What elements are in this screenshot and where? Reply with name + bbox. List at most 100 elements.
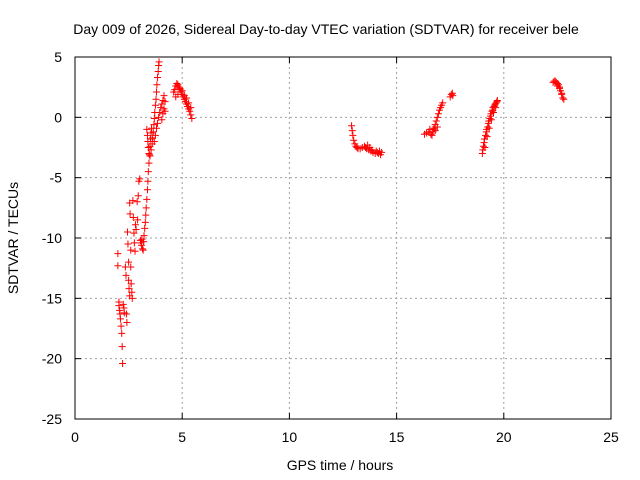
data-point (127, 280, 135, 288)
data-point (132, 226, 140, 234)
data-point (150, 115, 158, 123)
x-tick-label: 15 (389, 429, 405, 445)
data-point (556, 84, 564, 92)
data-point (144, 168, 152, 176)
data-point (182, 94, 190, 102)
data-point (449, 92, 457, 100)
data-point (127, 263, 135, 271)
data-point (173, 80, 181, 88)
data-point (493, 96, 501, 104)
data-point (114, 262, 122, 270)
data-point (348, 122, 356, 130)
data-point (487, 116, 495, 124)
data-point (141, 218, 149, 226)
data-point (154, 67, 162, 75)
data-point (124, 228, 132, 236)
data-point (125, 285, 133, 293)
data-point (151, 131, 159, 139)
data-point (560, 95, 568, 103)
data-point (129, 197, 137, 205)
data-point (118, 329, 126, 337)
data-point (559, 94, 567, 102)
data-point (433, 113, 441, 121)
data-point (154, 119, 162, 127)
data-point (447, 90, 455, 98)
data-point (119, 300, 127, 308)
x-tick-label: 20 (496, 429, 512, 445)
data-point (130, 229, 138, 237)
data-point (348, 127, 356, 135)
data-point (117, 322, 125, 330)
data-point (368, 146, 376, 154)
data-point (432, 117, 440, 125)
x-tick-label: 5 (178, 429, 186, 445)
data-points (114, 58, 568, 367)
data-point (126, 210, 134, 218)
data-point (150, 137, 158, 145)
data-point (434, 110, 442, 118)
y-tick-label: -20 (42, 351, 62, 367)
data-point (122, 271, 130, 279)
data-point (492, 104, 500, 112)
data-point (134, 192, 142, 200)
data-point (133, 198, 141, 206)
data-point (116, 315, 124, 323)
data-point (118, 343, 126, 351)
data-point (137, 241, 145, 249)
data-point (481, 144, 489, 151)
data-point (142, 211, 150, 219)
data-point (149, 128, 157, 136)
data-point (152, 88, 160, 96)
data-point (150, 121, 158, 129)
data-point (124, 240, 132, 248)
data-point (157, 104, 165, 112)
data-point (187, 104, 195, 112)
data-point (377, 151, 385, 159)
data-point (439, 99, 447, 107)
data-point (483, 133, 491, 141)
data-point (134, 216, 142, 224)
data-point (125, 276, 133, 284)
data-point (130, 239, 138, 247)
data-point (428, 131, 436, 139)
data-point (152, 95, 160, 103)
x-tick-label: 25 (603, 429, 619, 445)
chart-title: Day 009 of 2026, Sidereal Day-to-day VTE… (73, 21, 579, 37)
data-point (143, 125, 151, 133)
data-point (122, 310, 130, 318)
data-point (186, 107, 194, 115)
data-point (151, 101, 159, 109)
data-point (119, 359, 127, 367)
data-point (114, 250, 122, 258)
data-point (490, 109, 498, 117)
data-point (144, 177, 152, 185)
y-tick-labels: -25 -20 -15 -10 -5 0 5 (42, 49, 62, 427)
data-point (143, 186, 151, 194)
x-tick-labels: 0 5 10 15 20 25 (71, 429, 619, 445)
data-point (123, 318, 131, 326)
x-tick-label: 0 (71, 429, 79, 445)
x-tick-label: 10 (282, 429, 298, 445)
data-point (152, 124, 160, 132)
y-tick-label: -5 (50, 170, 63, 186)
data-point (143, 195, 151, 203)
y-tick-label: 0 (54, 109, 62, 125)
data-point (128, 294, 136, 302)
axis-ticks (74, 56, 612, 420)
data-point (145, 159, 153, 167)
data-point (558, 89, 566, 97)
data-point (131, 221, 139, 229)
data-point (140, 238, 148, 246)
x-axis-label: GPS time / hours (287, 457, 394, 473)
data-point (433, 123, 441, 131)
y-tick-label: 5 (54, 49, 62, 65)
data-point (131, 247, 139, 255)
y-tick-label: -25 (42, 411, 62, 427)
data-point (144, 137, 152, 145)
data-point (160, 92, 168, 100)
data-point (129, 213, 137, 221)
data-point (482, 131, 490, 139)
data-point (136, 175, 144, 183)
data-point (174, 90, 182, 98)
